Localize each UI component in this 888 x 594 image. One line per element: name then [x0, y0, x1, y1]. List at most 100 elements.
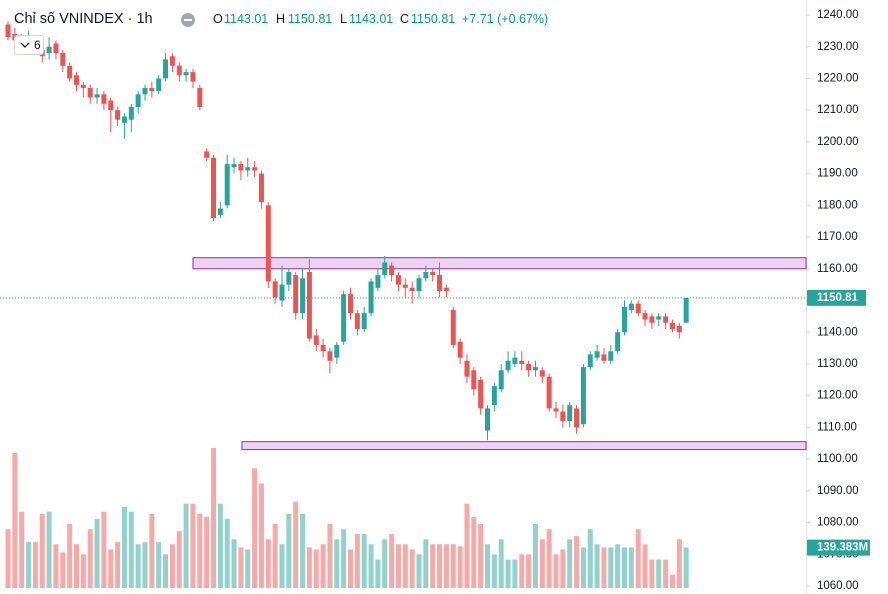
candle-body [53, 43, 59, 54]
candle-body [74, 75, 79, 85]
candle-body [532, 367, 538, 371]
candle-body [642, 313, 648, 320]
candle-body [87, 87, 93, 98]
candle-body [663, 316, 669, 323]
candle-body [622, 306, 627, 333]
candle-body [306, 271, 312, 339]
candle-body [224, 164, 230, 206]
candle-body [526, 363, 532, 371]
candle-body [293, 275, 299, 314]
indicator-toggle[interactable]: 6 [14, 35, 44, 55]
volume-bar [121, 506, 127, 588]
volume-bar [368, 544, 374, 588]
volume-bar [19, 511, 25, 588]
y-tick-label: 1200.00 [817, 136, 859, 148]
candle-body [334, 344, 340, 358]
last-price-box [807, 289, 866, 306]
volume-bar [450, 544, 456, 588]
candle-body [628, 303, 634, 311]
candle-body [382, 262, 388, 276]
volume-bar [204, 516, 210, 588]
zone [241, 441, 807, 451]
indicator-count: 6 [34, 38, 41, 52]
zone [192, 257, 807, 270]
y-tick-label: 1170.00 [817, 231, 858, 243]
candle-body [546, 376, 552, 409]
candle-body [368, 281, 374, 314]
volume-bar [286, 513, 292, 588]
candle-body [669, 322, 675, 330]
volume-bar [53, 544, 59, 588]
volume-bar [601, 547, 607, 588]
candle-body [512, 357, 518, 364]
volume-bar [101, 511, 107, 588]
volume-bar [341, 529, 347, 588]
volume-box [807, 539, 870, 556]
volume-bar [238, 547, 244, 588]
volume-bar [560, 549, 566, 588]
candle-body [272, 281, 278, 298]
volume-bar [683, 547, 689, 588]
candle-body [190, 72, 196, 82]
volume-bar [313, 549, 319, 588]
candle-body [320, 344, 326, 352]
candle-body [656, 316, 662, 320]
volume-bar [272, 523, 278, 588]
volume-bar [46, 511, 52, 588]
volume-bar [142, 542, 148, 588]
candle-body [574, 408, 580, 428]
volume-bar [108, 549, 114, 588]
volume-bar [526, 554, 532, 588]
volume-bar [94, 519, 100, 588]
volume-bar [135, 544, 141, 588]
candle-body [348, 294, 353, 314]
candle-body [211, 157, 216, 219]
candle-body [505, 360, 511, 371]
volume-bar [12, 452, 18, 588]
candle-body [108, 100, 114, 111]
volume-bar [567, 539, 573, 588]
volume-bar [437, 544, 443, 588]
volume-bar [39, 513, 45, 588]
volume-bar [197, 513, 203, 588]
candle-body [402, 284, 408, 288]
candle-body [471, 370, 477, 390]
candle-body [5, 24, 11, 38]
candle-body [46, 46, 52, 54]
candle-body [567, 405, 573, 422]
volume-bar [491, 554, 497, 588]
candle-body [327, 351, 333, 361]
candle-body [491, 386, 497, 406]
candle-body [560, 411, 566, 422]
volume-bar [190, 503, 196, 588]
volume-bar [402, 544, 408, 588]
y-tick-label: 1090.00 [817, 485, 859, 497]
volume-bar [334, 539, 340, 588]
candle-body [354, 313, 360, 330]
volume-bar [128, 511, 134, 588]
volume-bar [471, 516, 477, 588]
volume-bar [642, 544, 648, 588]
volume-bar [663, 559, 669, 588]
y-tick-label: 1230.00 [817, 41, 859, 53]
candle-body [608, 351, 614, 361]
volume-bar [217, 503, 223, 588]
y-tick-label: 1160.00 [817, 263, 858, 275]
candle-body [409, 287, 415, 291]
volume-bar [5, 529, 11, 588]
candle-body [313, 335, 319, 345]
candle-body [149, 87, 155, 92]
candle-body [252, 167, 258, 171]
ohlc-value: 1150.81 [288, 12, 333, 26]
volume-bar [176, 531, 182, 588]
y-tick-label: 1110.00 [817, 421, 857, 433]
candle-body [341, 294, 347, 342]
candle-body [183, 72, 189, 76]
volume-bar [512, 559, 518, 588]
volume-bar [443, 544, 449, 588]
volume-bar [80, 554, 86, 588]
candle-body [519, 360, 525, 364]
volume-bar [574, 536, 580, 588]
volume-bar [382, 539, 388, 588]
